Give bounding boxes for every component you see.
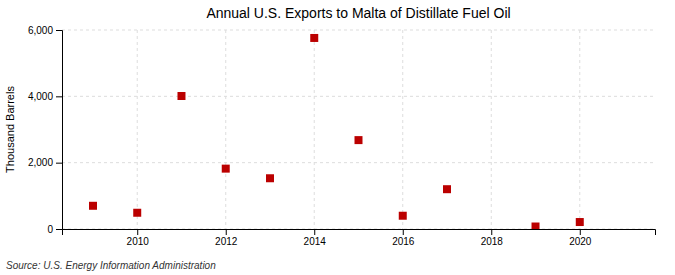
tick: 2010 [127, 229, 150, 247]
grid-line [62, 96, 655, 97]
grid-line [491, 30, 492, 229]
axis-line [56, 31, 63, 230]
y-axis: 0 2,000 4,000 6,000 [28, 25, 63, 235]
axis-line [63, 230, 656, 236]
point [443, 185, 451, 193]
x-axis: 2010 2012 2014 2016 2018 2020 [63, 229, 656, 247]
tick-label: 0 [47, 224, 53, 235]
tick-label: 2014 [304, 236, 327, 247]
tick-mark [137, 229, 138, 235]
tick-mark [314, 229, 315, 235]
tick-mark [56, 96, 62, 97]
point [266, 174, 274, 182]
point [222, 165, 230, 173]
tick-label: 4,000 [28, 91, 53, 102]
tick-label: 2010 [127, 236, 150, 247]
point [399, 212, 407, 220]
grid-line [137, 30, 138, 229]
point [177, 92, 185, 100]
grid-line [62, 30, 655, 31]
tick-mark [491, 229, 492, 235]
point [310, 34, 318, 42]
grid-line [62, 162, 655, 163]
tick-mark [56, 163, 62, 164]
tick-mark [226, 229, 227, 235]
grid-line [225, 30, 226, 229]
tick: 4,000 [28, 91, 62, 102]
tick-label: 2018 [481, 236, 504, 247]
grid-line [402, 30, 403, 229]
tick-label: 2020 [569, 236, 592, 247]
tick: 2,000 [28, 157, 62, 168]
tick: 2014 [304, 229, 327, 247]
title: Annual U.S. Exports to Malta of Distilla… [206, 5, 510, 21]
chart: 2010 2012 2014 2016 2018 2020 0 2,000 4,000 6,000… [0, 0, 675, 275]
tick-mark [56, 229, 62, 230]
point [576, 218, 584, 226]
point [89, 202, 97, 210]
grid-line [314, 30, 315, 229]
tick: 2020 [569, 229, 592, 247]
y-axis-label: Thousand Barrels [4, 86, 16, 173]
tick: 2018 [481, 229, 504, 247]
tick-mark [56, 30, 62, 31]
tick-label: 2012 [215, 236, 238, 247]
tick-label: 2016 [392, 236, 415, 247]
tick: 2012 [215, 229, 238, 247]
point [133, 209, 141, 217]
point [355, 136, 363, 144]
tick-mark [580, 229, 581, 235]
tick-label: 2,000 [28, 157, 53, 168]
point [532, 223, 540, 229]
grid-line [579, 30, 580, 229]
annotation: Source: U.S. Energy Information Administ… [6, 260, 216, 271]
plot: 2010 2012 2014 2016 2018 2020 0 2,000 4,000 6,000 [28, 25, 656, 247]
tick: 6,000 [28, 25, 62, 36]
tick-label: 6,000 [28, 25, 53, 36]
grid [62, 30, 655, 229]
tick: 0 [47, 224, 62, 235]
tick: 2016 [392, 229, 415, 247]
tick-mark [403, 229, 404, 235]
points [89, 34, 584, 229]
